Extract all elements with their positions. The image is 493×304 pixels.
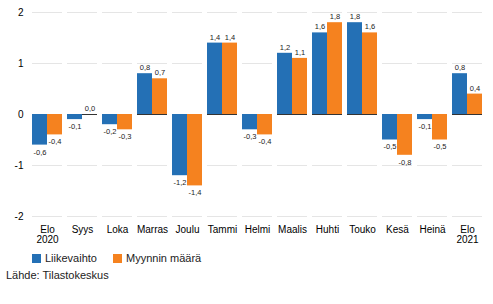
svg-text:-0,4: -0,4	[259, 137, 272, 146]
svg-text:0,0: 0,0	[85, 104, 95, 113]
svg-text:1,2: 1,2	[280, 43, 290, 52]
svg-text:Touko: Touko	[349, 224, 376, 235]
svg-text:-0,6: -0,6	[34, 148, 47, 157]
svg-text:Tammi: Tammi	[208, 224, 237, 235]
svg-text:0,8: 0,8	[455, 63, 465, 72]
svg-text:1,4: 1,4	[225, 33, 235, 42]
svg-text:-1,2: -1,2	[174, 178, 187, 187]
svg-text:1: 1	[18, 58, 24, 69]
svg-text:1,6: 1,6	[365, 22, 375, 31]
svg-text:Heinä: Heinä	[419, 224, 446, 235]
svg-text:Helmi: Helmi	[245, 224, 271, 235]
svg-text:1,8: 1,8	[350, 12, 360, 21]
svg-text:Joulu: Joulu	[176, 224, 200, 235]
svg-text:-0,1: -0,1	[419, 122, 432, 131]
svg-text:-0,3: -0,3	[244, 132, 257, 141]
svg-text:Huhti: Huhti	[316, 224, 339, 235]
svg-text:-1: -1	[15, 160, 24, 171]
svg-text:Syys: Syys	[72, 224, 94, 235]
svg-text:-2: -2	[15, 211, 24, 222]
html-text:Lähde: Tilastokeskus: Lähde: Tilastokeskus	[6, 269, 109, 281]
svg-text:Loka: Loka	[107, 224, 129, 235]
svg-text:Maalis: Maalis	[278, 224, 307, 235]
svg-text:0: 0	[18, 109, 24, 120]
svg-text:-0,2: -0,2	[104, 127, 117, 136]
svg-text:0,4: 0,4	[470, 84, 480, 93]
svg-text:1,1: 1,1	[295, 48, 305, 57]
svg-text:1,6: 1,6	[315, 22, 325, 31]
svg-text:-0,5: -0,5	[434, 142, 447, 151]
svg-text:Marras: Marras	[137, 224, 168, 235]
svg-text:2: 2	[18, 7, 24, 18]
svg-text:-0,5: -0,5	[384, 142, 397, 151]
svg-text:-0,8: -0,8	[399, 158, 412, 167]
html-text:Myynnin määrä: Myynnin määrä	[126, 252, 202, 264]
svg-text:0,8: 0,8	[140, 63, 150, 72]
svg-text:-0,1: -0,1	[69, 122, 82, 131]
svg-text:-1,4: -1,4	[189, 188, 202, 197]
svg-text:1,8: 1,8	[330, 12, 340, 21]
svg-text:1,4: 1,4	[210, 33, 220, 42]
html-text:Liikevaihto: Liikevaihto	[45, 252, 97, 264]
svg-text:Elo2020: Elo2020	[36, 224, 59, 245]
svg-text:Elo2021: Elo2021	[456, 224, 479, 245]
svg-text:-0,4: -0,4	[49, 137, 62, 146]
svg-text:0,7: 0,7	[155, 68, 165, 77]
svg-text:Kesä: Kesä	[386, 224, 409, 235]
svg-text:-0,3: -0,3	[119, 132, 132, 141]
